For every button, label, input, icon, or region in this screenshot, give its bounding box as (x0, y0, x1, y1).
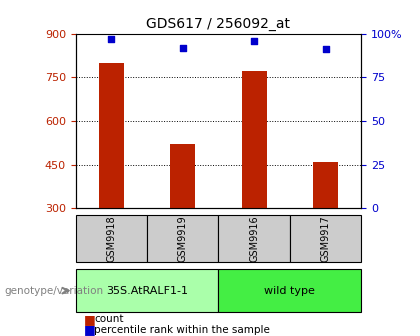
Title: GDS617 / 256092_at: GDS617 / 256092_at (147, 17, 290, 31)
Text: 35S.AtRALF1-1: 35S.AtRALF1-1 (106, 286, 188, 296)
Text: wild type: wild type (264, 286, 315, 296)
Bar (99, 63, 124, 208)
Point (108, 36, 115, 42)
Text: ■: ■ (84, 324, 96, 336)
Point (179, 45, 186, 50)
Text: GSM9918: GSM9918 (106, 215, 116, 262)
Bar (313, 162, 338, 208)
Text: count: count (94, 314, 124, 324)
Text: GSM9917: GSM9917 (320, 215, 331, 262)
Point (322, 47, 329, 52)
Bar (170, 144, 195, 208)
Text: GSM9916: GSM9916 (249, 215, 259, 262)
Text: percentile rank within the sample: percentile rank within the sample (94, 325, 270, 335)
Text: genotype/variation: genotype/variation (4, 286, 103, 296)
Text: ■: ■ (84, 313, 96, 326)
Text: GSM9919: GSM9919 (178, 215, 188, 262)
Bar (241, 72, 267, 208)
Point (251, 38, 257, 43)
